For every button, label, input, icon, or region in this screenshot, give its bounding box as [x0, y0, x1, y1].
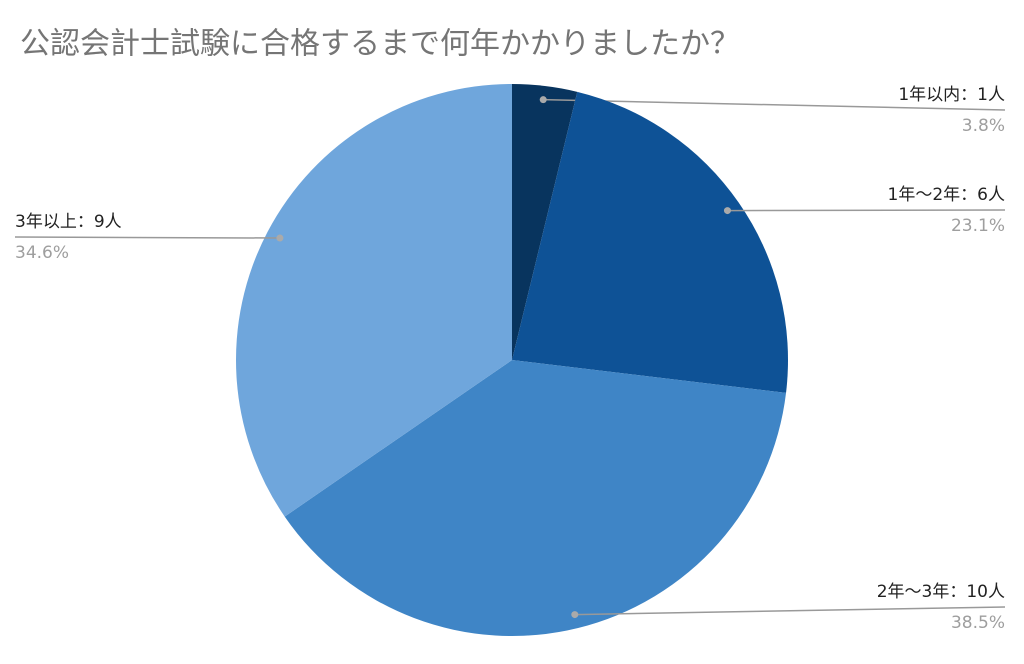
- pie-slice: [236, 84, 513, 517]
- pie-slice: [284, 360, 787, 636]
- slice-percent: 34.6%: [15, 243, 69, 263]
- slice-label: 1年以内：1人: [898, 85, 1005, 105]
- slice-label: 3年以上：9人: [15, 212, 122, 232]
- slice-percent: 38.5%: [951, 613, 1005, 633]
- chart-title: 公認会計士試験に合格するまで何年かかりましたか？: [20, 27, 740, 62]
- leader-line: [543, 98, 1006, 111]
- slice-label: 2年〜3年：10人: [877, 582, 1005, 602]
- pie-slice: [512, 91, 788, 393]
- leader-dot: [571, 611, 579, 619]
- slice-percent: 23.1%: [951, 216, 1005, 236]
- leader-line: [14, 236, 280, 239]
- pie-slice: [512, 84, 578, 360]
- leader-dot: [723, 207, 731, 215]
- leader-line: [574, 606, 1006, 616]
- leader-dot: [539, 96, 547, 104]
- leader-dot: [276, 234, 284, 242]
- slice-label: 1年〜2年：6人: [888, 185, 1005, 205]
- leader-line: [727, 209, 1006, 212]
- slice-percent: 3.8%: [962, 116, 1005, 136]
